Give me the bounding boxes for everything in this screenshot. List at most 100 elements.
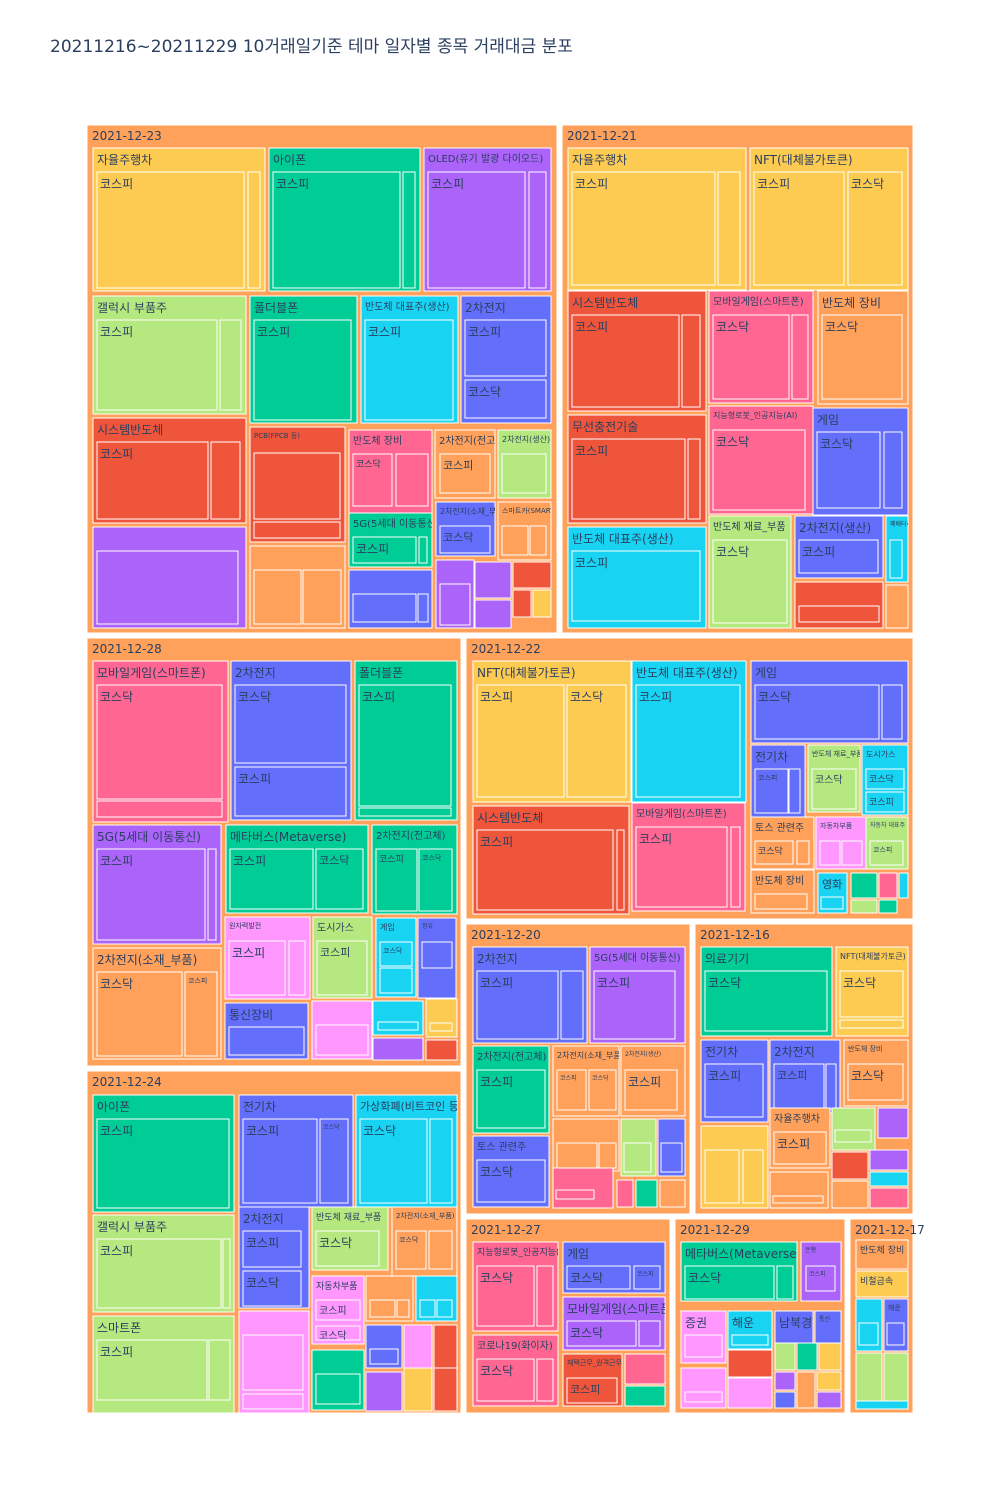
market-rect <box>428 1230 453 1270</box>
market-label: 코스피 <box>356 542 389 556</box>
theme-tile: 반도체 장비 <box>855 1239 909 1270</box>
theme-rect <box>727 1377 773 1409</box>
theme-rect <box>635 1179 658 1208</box>
market-label: 코스닥 <box>820 437 853 451</box>
market-rect <box>253 452 341 520</box>
market-rect <box>865 768 905 790</box>
theme-tile <box>624 1353 666 1385</box>
theme-tile: 모바일게임(스마트폰) 코스닥 <box>562 1296 666 1351</box>
market-rect <box>825 1063 837 1110</box>
market-label: 코스닥 <box>319 854 349 867</box>
theme-label: 자동차부품 <box>820 821 853 830</box>
market-label: 코스닥 <box>825 320 858 334</box>
market-rect <box>476 1069 546 1129</box>
market-rect <box>566 684 627 798</box>
theme-tile: 모바일게임(스마트폰) 코스닥 <box>708 290 814 404</box>
market-rect <box>717 171 741 286</box>
theme-label: 폴더블폰 <box>359 666 403 680</box>
market-rect <box>754 684 880 740</box>
market-rect <box>635 826 728 908</box>
market-rect <box>712 314 790 400</box>
market-label: 코스피 <box>246 1236 279 1250</box>
market-rect <box>633 1265 661 1290</box>
market-label: 코스피 <box>560 1074 577 1082</box>
market-rect <box>315 1230 380 1267</box>
market-label: 코스피 <box>232 946 265 960</box>
market-label: 코스피 <box>246 1124 279 1138</box>
theme-tile: 자동차부품 <box>815 816 867 870</box>
theme-tile <box>92 526 247 629</box>
theme-tile: 통신 <box>814 1310 842 1344</box>
theme-rect <box>403 1324 433 1369</box>
market-label: 코스닥 <box>363 1124 396 1138</box>
theme-label: 원자력발전 <box>229 921 261 930</box>
market-rect <box>234 766 347 817</box>
theme-label: 자율주행차 <box>97 152 152 167</box>
theme-tile: 2차전지(전고체) 코스피 <box>472 1045 550 1134</box>
market-label: 코스피 <box>233 854 266 868</box>
theme-tile: 모바일게임(스마트폰) 코스닥 <box>92 660 229 823</box>
market-rect <box>242 1230 302 1268</box>
market-rect <box>883 431 903 509</box>
market-rect <box>253 521 341 539</box>
market-rect <box>712 429 806 511</box>
theme-rect <box>616 1179 634 1208</box>
theme-tile <box>474 561 512 599</box>
theme-tile <box>774 1391 796 1409</box>
market-label: 코스닥 <box>758 846 783 857</box>
market-rect <box>704 1149 740 1204</box>
market-rect <box>96 171 245 289</box>
market-rect <box>96 848 206 941</box>
theme-tile: 반도체 대표주(생산) 코스피 <box>631 660 747 803</box>
theme-label: 시스템반도체 <box>97 423 163 437</box>
theme-tile: 2차전지(생산) 코스피 <box>620 1045 686 1117</box>
market-label: 코스피 <box>869 797 894 808</box>
market-label: 코스피 <box>873 845 892 854</box>
theme-tile: 2차전지(소재_부품) 코스닥 <box>435 501 496 557</box>
market-rect <box>358 807 452 817</box>
theme-label: 모바일게임(스마트폰) <box>636 807 727 820</box>
theme-label: 반도체 장비 <box>860 1245 904 1256</box>
theme-label: 자동차부품 <box>316 1280 357 1292</box>
theme-label: NFT(대체불가토큰) <box>754 153 853 167</box>
market-rect <box>796 840 810 865</box>
theme-tile <box>624 1385 666 1407</box>
market-rect <box>315 1299 361 1321</box>
theme-label: 5G(5세대 이동통신) <box>97 830 201 844</box>
theme-tile: 메타버스(Metaverse) 코스닥 <box>680 1241 798 1302</box>
theme-tile <box>512 589 532 618</box>
theme-rect <box>885 584 909 629</box>
market-rect <box>242 1334 304 1391</box>
theme-rect <box>898 872 909 899</box>
theme-label: 메타버스(Metaverse) <box>230 830 346 844</box>
market-label: 코스피 <box>809 1270 826 1278</box>
theme-label: 폐배터리 관련주 <box>890 520 931 528</box>
theme-tile <box>403 1324 433 1369</box>
market-rect <box>377 1021 419 1031</box>
theme-tile: 비철금속 <box>855 1270 909 1298</box>
market-label: 코스닥 <box>100 690 133 704</box>
theme-rect <box>624 1353 666 1385</box>
market-label: 코스피 <box>480 1075 513 1089</box>
theme-rect <box>831 1107 876 1151</box>
theme-rect <box>425 1039 458 1061</box>
theme-rect <box>855 1239 909 1270</box>
market-rect <box>96 1238 222 1309</box>
market-rect <box>253 569 302 625</box>
market-rect <box>536 1265 554 1327</box>
theme-tile: 2차전지(전고체) 코스피 코스닥 <box>371 824 458 915</box>
market-rect <box>464 379 547 419</box>
market-rect <box>791 314 809 400</box>
theme-label: 갤럭시 부품주 <box>97 301 167 315</box>
theme-rect <box>855 1400 909 1410</box>
theme-label: 반도체 장비 <box>755 875 804 887</box>
theme-label: 증권 <box>685 1316 707 1330</box>
market-label: 코스피 <box>480 835 513 849</box>
market-rect <box>811 768 857 810</box>
theme-rect <box>878 872 898 899</box>
theme-label: 2차전지 <box>465 301 506 315</box>
